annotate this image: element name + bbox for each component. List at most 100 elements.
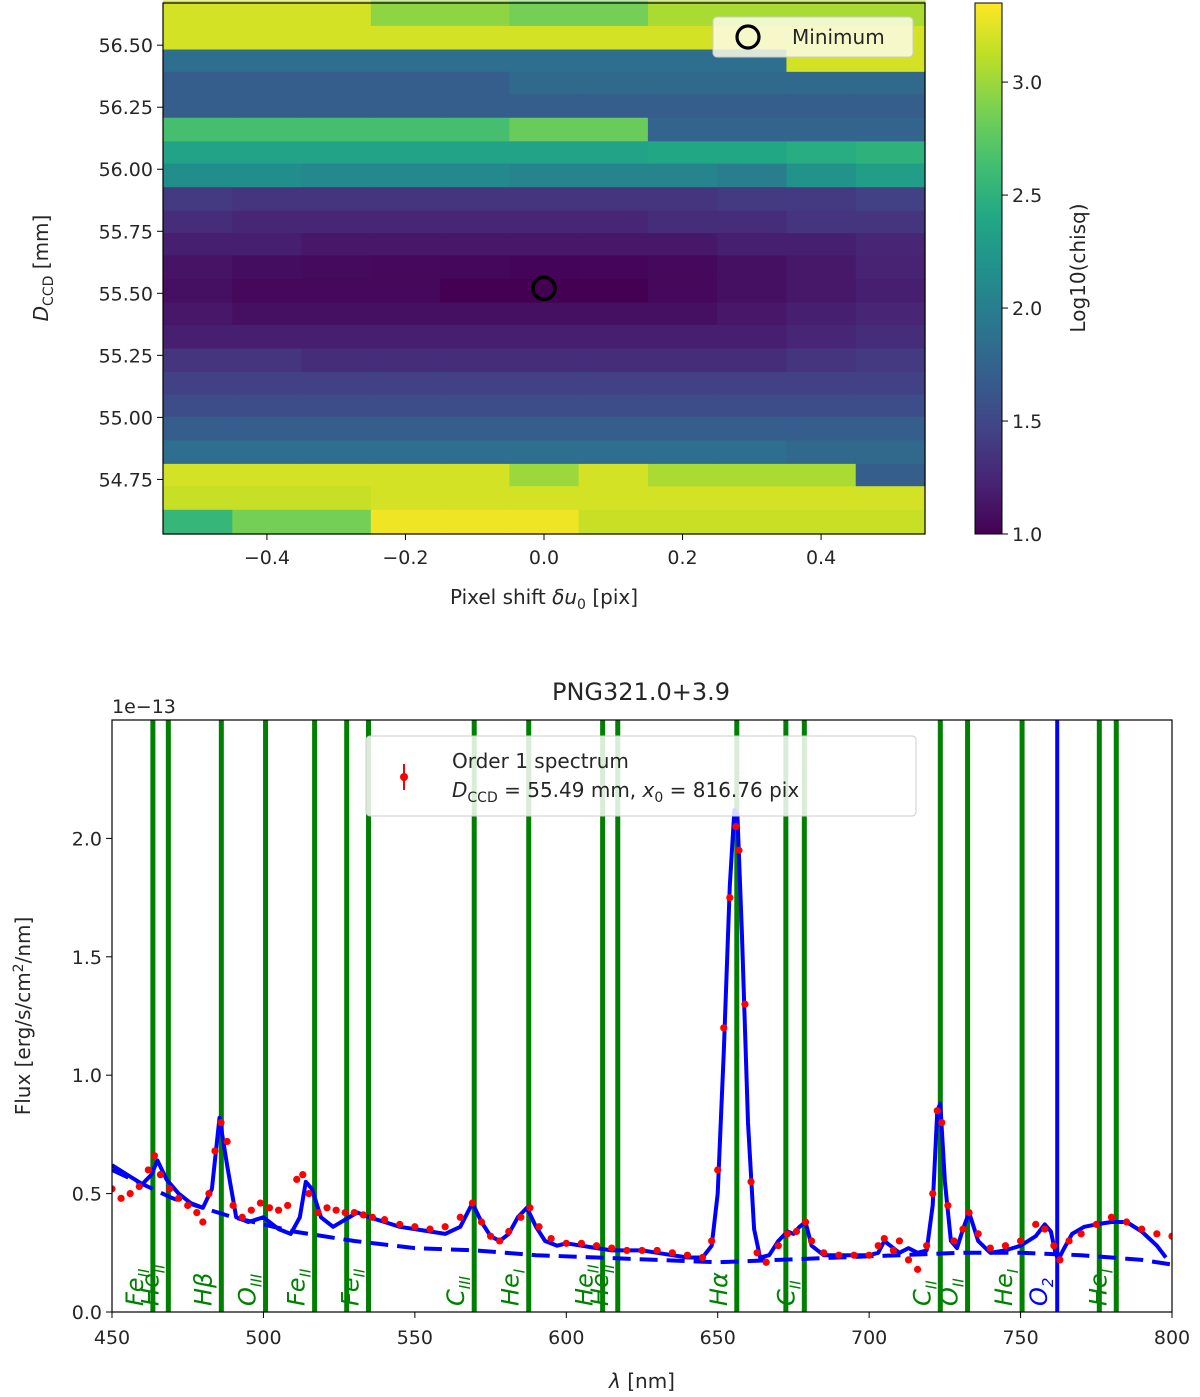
- data-point: [1050, 1242, 1058, 1250]
- heatmap-cell: [647, 186, 718, 211]
- data-point: [238, 1213, 246, 1221]
- heatmap-panel: −0.4 −0.2 0.0 0.2 0.4 54.75 55.00 55.25 55.50 55…: [29, 0, 1090, 613]
- heatmap-y-ticks: 54.75 55.00 55.25 55.50 55.75 56.00 56.25 56.50: [99, 35, 163, 491]
- data-point: [959, 1225, 967, 1233]
- y-tick-label: 55.25: [99, 345, 153, 367]
- heatmap-cell: [855, 254, 926, 280]
- heatmap-cell: [509, 117, 580, 142]
- heatmap-cell: [163, 301, 233, 325]
- heatmap-cell: [786, 117, 857, 142]
- heatmap-cell: [855, 186, 926, 211]
- emission-line-label: HeII: [586, 1264, 618, 1306]
- data-point: [965, 1208, 973, 1217]
- heatmap-cell: [509, 186, 580, 211]
- heatmap-cell: [647, 324, 718, 349]
- data-point: [1168, 1232, 1172, 1240]
- heatmap-cell: [370, 278, 441, 303]
- x-tick-label: 0.0: [529, 547, 559, 569]
- model-line: [112, 808, 1168, 1262]
- heatmap-cell: [647, 140, 718, 164]
- heatmap-cell: [717, 254, 788, 280]
- data-point: [359, 1211, 367, 1219]
- heatmap-cell: [301, 324, 372, 349]
- heatmap-cell: [578, 463, 649, 487]
- heatmap-cell: [855, 393, 926, 417]
- data-point: [865, 1251, 873, 1259]
- data-point: [880, 1234, 888, 1243]
- heatmap-cell: [786, 485, 857, 510]
- heatmap-cell: [647, 416, 718, 441]
- data-point: [714, 1166, 722, 1174]
- heatmap-cell: [440, 278, 510, 303]
- heatmap-cell: [370, 301, 441, 325]
- colorbar-tick-label: 1.5: [1012, 411, 1042, 433]
- minimum-marker: [531, 275, 557, 302]
- heatmap-cell: [163, 439, 233, 464]
- data-point: [741, 1000, 749, 1008]
- heatmap-cell: [232, 25, 303, 50]
- heatmap-cell: [163, 210, 233, 234]
- heatmap-cell: [717, 232, 788, 256]
- emission-line-label: FeII: [283, 1268, 315, 1306]
- heatmap-cell: [301, 509, 372, 535]
- colorbar-tick-label: 3.0: [1012, 72, 1042, 94]
- heatmap-cell: [440, 140, 510, 164]
- heatmap-cell: [370, 485, 441, 510]
- heatmap-cell: [786, 278, 857, 303]
- offset-text: 1e−13: [112, 696, 176, 718]
- data-point: [720, 1024, 728, 1032]
- heatmap-cell: [855, 463, 926, 487]
- heatmap-cell: [370, 71, 441, 95]
- heatmap-cell: [370, 48, 441, 72]
- heatmap-cell: [163, 71, 233, 95]
- data-point: [850, 1251, 858, 1259]
- x-tick-label: 650: [700, 1327, 736, 1349]
- y-tick-label: 55.00: [99, 407, 153, 429]
- y-tick-label: 55.75: [99, 221, 153, 243]
- heatmap-cell: [786, 416, 857, 441]
- heatmap-cell: [855, 140, 926, 164]
- colorbar-tick-label: 2.0: [1012, 298, 1042, 320]
- data-point: [638, 1246, 646, 1255]
- heatmap-cell: [717, 93, 788, 118]
- data-point: [923, 1242, 931, 1250]
- heatmap-cell: [647, 71, 718, 95]
- emission-line-label: CIII: [442, 1275, 474, 1306]
- data-point: [117, 1194, 125, 1202]
- heatmap-cell: [301, 232, 372, 256]
- data-point: [1107, 1213, 1116, 1221]
- heatmap-cell: [301, 117, 372, 142]
- heatmap-cell: [509, 210, 580, 234]
- data-point: [792, 1227, 801, 1236]
- heatmap-cell: [370, 254, 441, 280]
- heatmap-cell: [163, 163, 233, 188]
- data-point: [547, 1234, 555, 1243]
- heatmap-cell: [232, 301, 303, 325]
- data-point: [314, 1208, 322, 1217]
- y-tick-label: 56.00: [99, 159, 153, 181]
- heatmap-cell: [855, 278, 926, 303]
- heatmap-cell: [301, 301, 372, 325]
- heatmap-cell: [301, 25, 372, 50]
- data-point: [592, 1242, 601, 1250]
- heatmap-cell: [647, 232, 718, 256]
- data-point: [505, 1227, 513, 1236]
- heatmap-cell: [163, 140, 233, 164]
- data-point: [535, 1223, 543, 1231]
- data-point: [144, 1166, 152, 1174]
- heatmap-cell: [786, 93, 857, 118]
- x-tick-label: −0.2: [382, 547, 428, 569]
- heatmap-cell: [440, 0, 510, 26]
- heatmap-cell: [509, 439, 580, 464]
- legend-label-minimum: Minimum: [792, 25, 885, 49]
- data-point: [368, 1213, 377, 1221]
- heatmap-cell: [370, 93, 441, 118]
- heatmap-cell: [370, 347, 441, 373]
- data-point: [205, 1190, 213, 1198]
- heatmap-cell: [786, 186, 857, 211]
- heatmap-cell: [440, 439, 510, 464]
- heatmap-cell: [647, 254, 718, 280]
- heatmap-cell: [578, 232, 649, 256]
- heatmap-cell: [578, 140, 649, 164]
- heatmap-cell: [301, 463, 372, 487]
